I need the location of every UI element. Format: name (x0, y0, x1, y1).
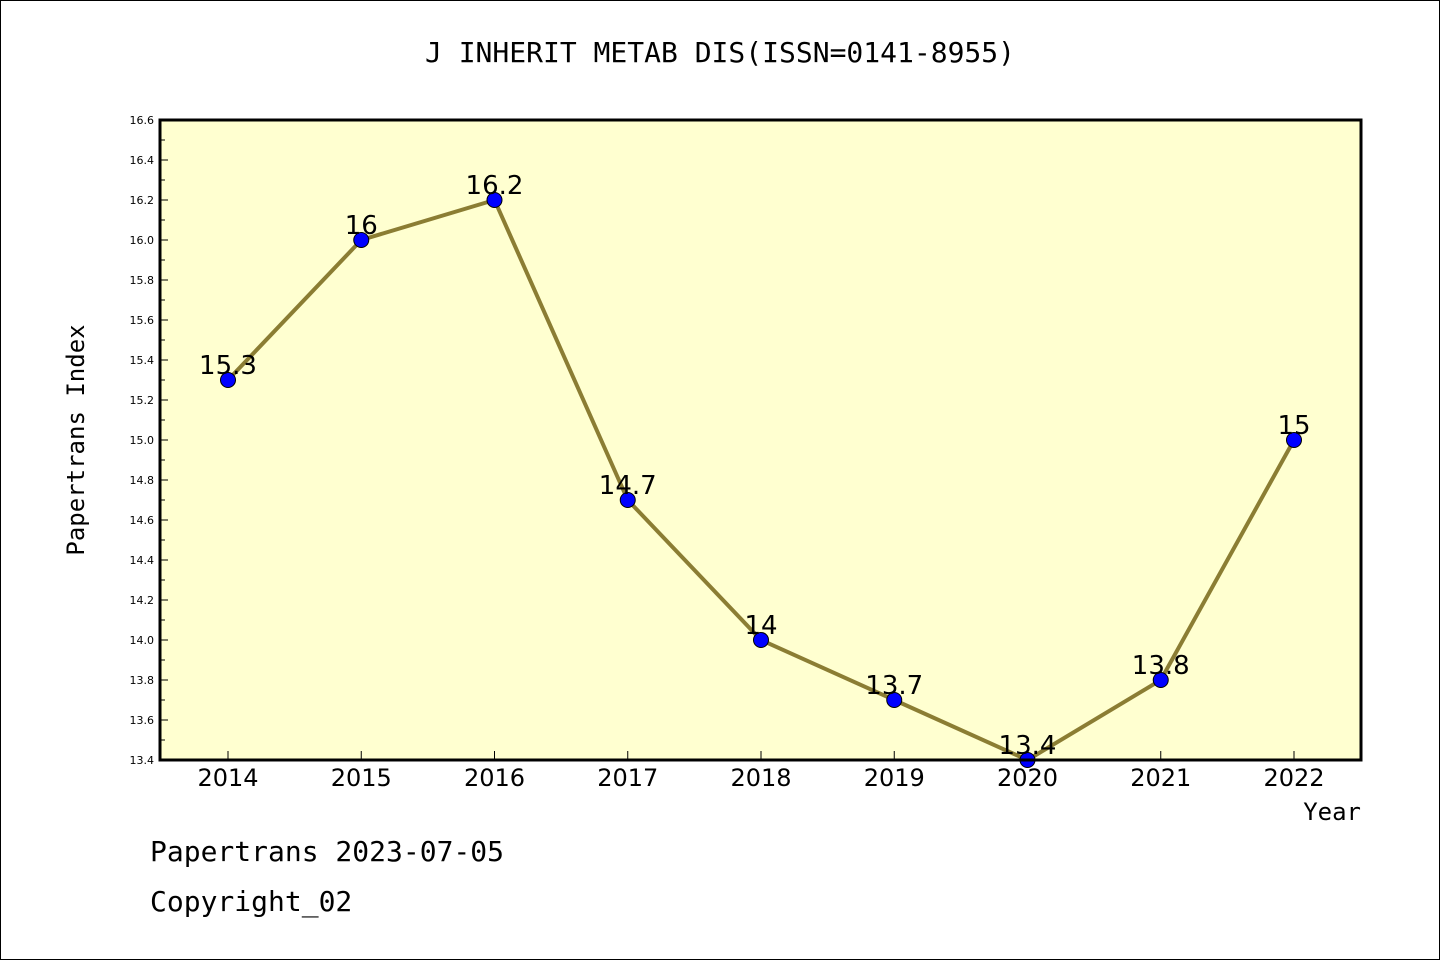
y-tick-label: 16.6 (130, 114, 155, 127)
x-axis-ticks: 2014 2015 2016 2017 2018 2019 2020 2021 2022 (197, 751, 1325, 792)
x-tick-label: 2017 (597, 764, 658, 792)
chart-title: J INHERIT METAB DIS(ISSN=0141-8955) (424, 36, 1015, 69)
y-tick-label: 14.8 (130, 474, 155, 487)
y-tick-label: 15.2 (130, 394, 155, 407)
x-tick-label: 2019 (864, 764, 925, 792)
y-tick-label: 13.6 (130, 714, 155, 727)
y-tick-label: 14.0 (130, 634, 155, 647)
data-label: 14 (744, 611, 777, 641)
y-tick-label: 16.0 (130, 234, 155, 247)
x-tick-label: 2015 (331, 764, 392, 792)
y-tick-label: 13.4 (130, 754, 155, 767)
y-tick-label: 14.2 (130, 594, 155, 607)
data-label: 16 (345, 211, 378, 241)
plot-area (160, 120, 1361, 760)
y-tick-label: 14.4 (130, 554, 155, 567)
footer-source: Papertrans 2023-07-05 (150, 835, 505, 868)
data-point-marker (1286, 432, 1302, 448)
data-label: 14.7 (599, 471, 657, 501)
y-tick-label: 14.6 (130, 514, 155, 527)
y-tick-label: 15.4 (130, 354, 155, 367)
footer-copyright: Copyright_02 (150, 885, 353, 918)
x-tick-label: 2022 (1263, 764, 1324, 792)
y-tick-label: 15.8 (130, 274, 155, 287)
x-tick-label: 2021 (1130, 764, 1191, 792)
y-axis-ticks: 13.4 13.6 13.8 14.0 14.2 14.4 14.6 14.8 15.0 15.2… (130, 114, 168, 767)
data-point-marker (220, 372, 236, 388)
data-label: 13.7 (865, 671, 923, 701)
data-point-marker (353, 232, 370, 248)
x-axis-label: Year (1303, 798, 1361, 826)
plot-border (158, 118, 1363, 762)
x-tick-label: 2016 (464, 764, 525, 792)
data-point-marker (486, 192, 503, 208)
y-tick-label: 16.2 (130, 194, 155, 207)
data-label: 15 (1277, 411, 1310, 441)
data-point-marker (619, 492, 636, 508)
y-tick-label: 16.4 (130, 154, 155, 167)
x-tick-label: 2018 (730, 764, 791, 792)
data-label: 15.3 (199, 351, 257, 381)
x-tick-label: 2014 (197, 764, 258, 792)
data-label: 13.8 (1132, 651, 1190, 681)
y-tick-label: 15.0 (130, 434, 155, 447)
y-tick-label: 13.8 (130, 674, 155, 687)
data-point-marker (1152, 672, 1169, 688)
data-point-marker (753, 632, 769, 648)
data-label: 13.4 (999, 731, 1057, 761)
data-point-marker (886, 692, 903, 708)
data-labels: 15.3 16 16.2 14.7 14 13.7 13.4 13.8 15 (199, 171, 1310, 761)
y-axis-label: Papertrans Index (62, 324, 90, 555)
x-tick-label: 2020 (997, 764, 1058, 792)
series-line-group (220, 192, 1302, 768)
data-label: 16.2 (466, 171, 524, 201)
y-tick-label: 15.6 (130, 314, 155, 327)
